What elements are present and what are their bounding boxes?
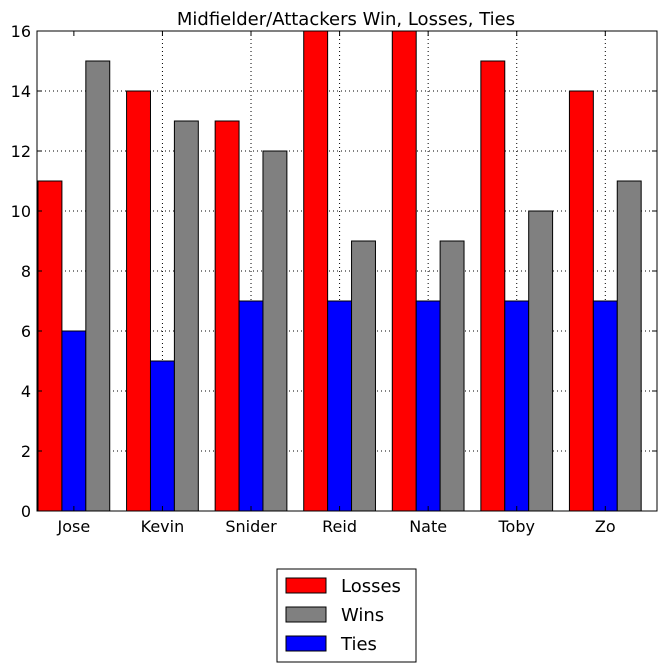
x-tick-label: Snider: [225, 517, 277, 536]
x-tick-label: Toby: [497, 517, 534, 536]
bar-wins-toby: [528, 210, 554, 512]
y-tick-label: 16: [11, 22, 31, 41]
legend-swatch-wins: [285, 606, 327, 623]
bar-wins-zo: [616, 180, 642, 512]
bar-losses-kevin: [126, 90, 151, 512]
y-tick-label: 10: [11, 202, 31, 221]
legend-swatch-ties: [285, 635, 327, 652]
bar-losses-zo: [568, 90, 594, 512]
bar-ties-nate: [415, 300, 441, 512]
y-tick-label: 6: [21, 322, 31, 341]
y-tick-label: 0: [21, 502, 31, 521]
x-tick-label: Zo: [595, 517, 616, 536]
x-tick-label: Kevin: [141, 517, 185, 536]
y-tick-label: 4: [21, 382, 31, 401]
y-axis: 0 2 4 6 8 10 12 14 16: [11, 22, 657, 521]
y-tick-label: 2: [21, 442, 31, 461]
bar-wins-reid: [351, 240, 376, 512]
bar-losses-nate: [391, 30, 417, 512]
y-tick-label: 12: [11, 142, 31, 161]
bar-ties-kevin: [149, 360, 175, 512]
x-tick-label: Nate: [409, 517, 447, 536]
y-tick-label: 8: [21, 262, 31, 281]
bar-ties-zo: [592, 300, 618, 512]
bar-wins-jose: [85, 60, 111, 512]
legend-swatch-losses: [285, 577, 327, 594]
bar-wins-snider: [262, 150, 288, 512]
bar-wins-nate: [439, 240, 465, 512]
legend-label-wins: Wins: [341, 605, 384, 626]
bars: [37, 30, 642, 512]
x-tick-label: Reid: [322, 517, 357, 536]
legend-label-losses: Losses: [341, 576, 401, 597]
bar-ties-reid: [327, 300, 353, 512]
legend: Losses Wins Ties: [276, 568, 417, 663]
bar-ties-toby: [504, 300, 530, 512]
legend-label-ties: Ties: [340, 634, 377, 655]
bar-ties-jose: [61, 330, 87, 512]
chart-title: Midfielder/Attackers Win, Losses, Ties: [177, 9, 515, 30]
bar-losses-jose: [37, 180, 63, 512]
bar-losses-toby: [480, 60, 506, 512]
bar-wins-kevin: [173, 120, 199, 512]
x-axis: Jose Kevin Snider Reid Nate Toby Zo: [57, 31, 616, 536]
bar-losses-snider: [214, 120, 240, 512]
bar-losses-reid: [303, 30, 329, 512]
y-tick-label: 14: [11, 82, 31, 101]
x-tick-label: Jose: [57, 517, 91, 536]
bar-ties-snider: [238, 300, 264, 512]
